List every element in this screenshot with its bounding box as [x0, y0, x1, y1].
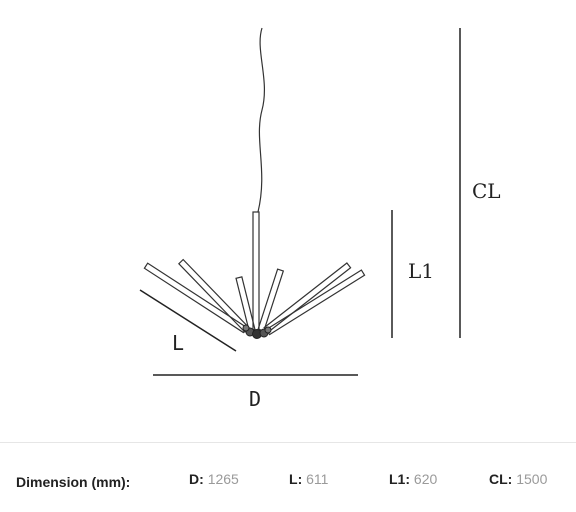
light-arms — [143, 258, 366, 336]
spec-d: D: 1265 — [189, 471, 239, 487]
pendant-light-dimension-drawing: CL L1 L D — [139, 27, 501, 411]
d-label: D — [249, 387, 261, 411]
spec-d-key: D — [189, 471, 200, 487]
spec-cl: CL: 1500 — [489, 471, 548, 487]
light-arm-far-right — [265, 269, 366, 336]
l-label: L — [172, 331, 184, 355]
spec-l: L: 611 — [289, 471, 329, 487]
central-stem — [252, 211, 260, 331]
hub-cluster — [242, 324, 272, 339]
section-divider — [0, 442, 576, 443]
spec-l1-key: L1 — [389, 471, 406, 487]
l1-label: L1 — [408, 259, 434, 283]
spec-l1: L1: 620 — [389, 471, 438, 487]
spec-cl-key: CL — [489, 471, 508, 487]
spec-l-key: L — [289, 471, 298, 487]
spec-l-value: 611 — [306, 471, 329, 487]
light-arm-right — [263, 262, 352, 334]
dimension-specs: Dimension (mm): D: 1265 L: 611 L1: 620 C… — [0, 443, 576, 512]
spec-l1-value: 620 — [413, 471, 438, 487]
spec-d-value: 1265 — [207, 471, 239, 487]
suspension-cable — [257, 27, 265, 213]
l-dimension-line — [139, 289, 237, 352]
dimension-title: Dimension (mm): — [16, 474, 131, 490]
spec-cl-value: 1500 — [516, 471, 548, 487]
cl-label: CL — [472, 179, 501, 203]
light-arm-far-left — [143, 262, 248, 334]
